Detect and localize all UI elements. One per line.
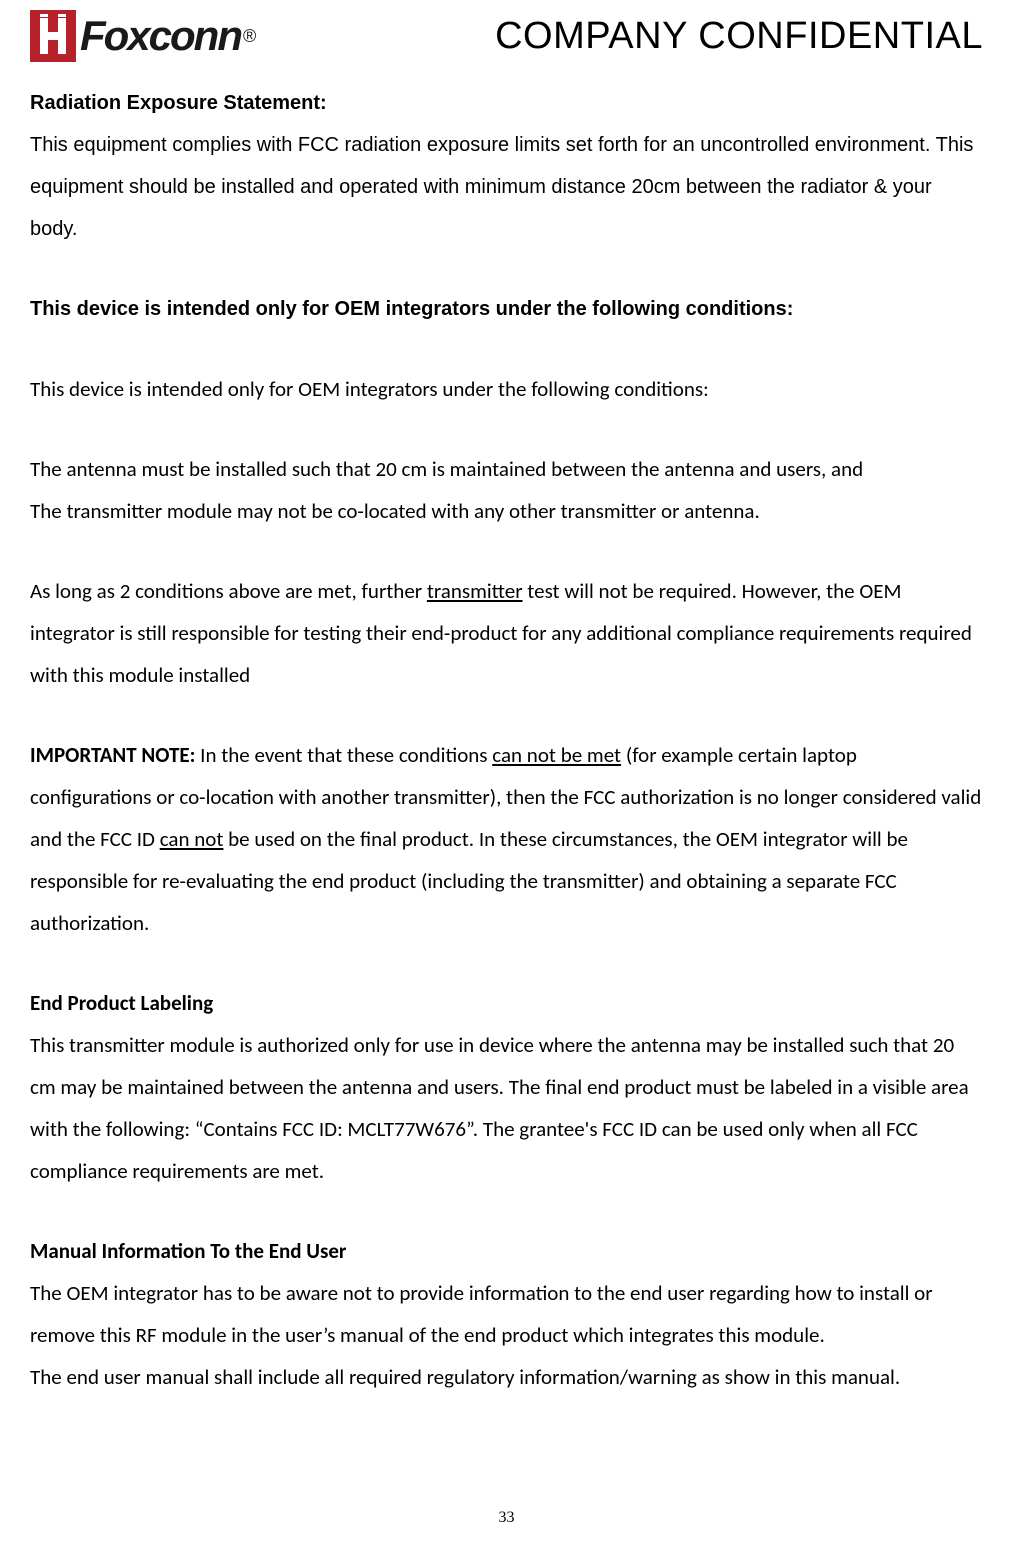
radiation-body: This equipment complies with FCC radiati… xyxy=(30,124,983,250)
manual-body-2: The end user manual shall include all re… xyxy=(30,1356,983,1398)
important-pre: In the event that these conditions xyxy=(200,742,492,768)
document-body: Radiation Exposure Statement: This equip… xyxy=(0,82,1013,1398)
radiation-heading: Radiation Exposure Statement: xyxy=(30,82,983,124)
spacer xyxy=(30,944,983,982)
important-u2: can not xyxy=(160,826,224,852)
oem-heading: This device is intended only for OEM int… xyxy=(30,288,983,330)
foxconn-h-glyph-icon xyxy=(30,10,76,62)
labeling-heading: End Product Labeling xyxy=(30,982,983,1024)
important-label: IMPORTANT NOTE: xyxy=(30,742,200,768)
labeling-body: This transmitter module is authorized on… xyxy=(30,1024,983,1192)
spacer xyxy=(30,330,983,368)
aslong-paragraph: As long as 2 conditions above are met, f… xyxy=(30,570,983,696)
spacer xyxy=(30,250,983,288)
logo-section: Foxconn ® xyxy=(30,10,256,62)
page-number: 33 xyxy=(0,1509,1013,1527)
spacer xyxy=(30,410,983,448)
antenna-line-2: The transmitter module may not be co-loc… xyxy=(30,490,983,532)
aslong-pre: As long as 2 conditions above are met, f… xyxy=(30,578,427,604)
spacer xyxy=(30,696,983,734)
important-u1: can not be met xyxy=(492,742,621,768)
confidential-label: COMPANY CONFIDENTIAL xyxy=(495,15,983,58)
manual-body-1: The OEM integrator has to be aware not t… xyxy=(30,1272,983,1356)
oem-repeat-line: This device is intended only for OEM int… xyxy=(30,368,983,410)
antenna-line-1: The antenna must be installed such that … xyxy=(30,448,983,490)
spacer xyxy=(30,1192,983,1230)
foxconn-logo-icon xyxy=(30,10,76,62)
company-name: Foxconn xyxy=(80,12,241,60)
registered-mark-icon: ® xyxy=(243,26,256,47)
spacer xyxy=(30,532,983,570)
important-paragraph: IMPORTANT NOTE: In the event that these … xyxy=(30,734,983,944)
manual-heading: Manual Information To the End User xyxy=(30,1230,983,1272)
page-header: Foxconn ® COMPANY CONFIDENTIAL xyxy=(0,0,1013,82)
foxconn-wordmark: Foxconn ® xyxy=(80,12,256,60)
aslong-underline: transmitter xyxy=(427,578,523,604)
